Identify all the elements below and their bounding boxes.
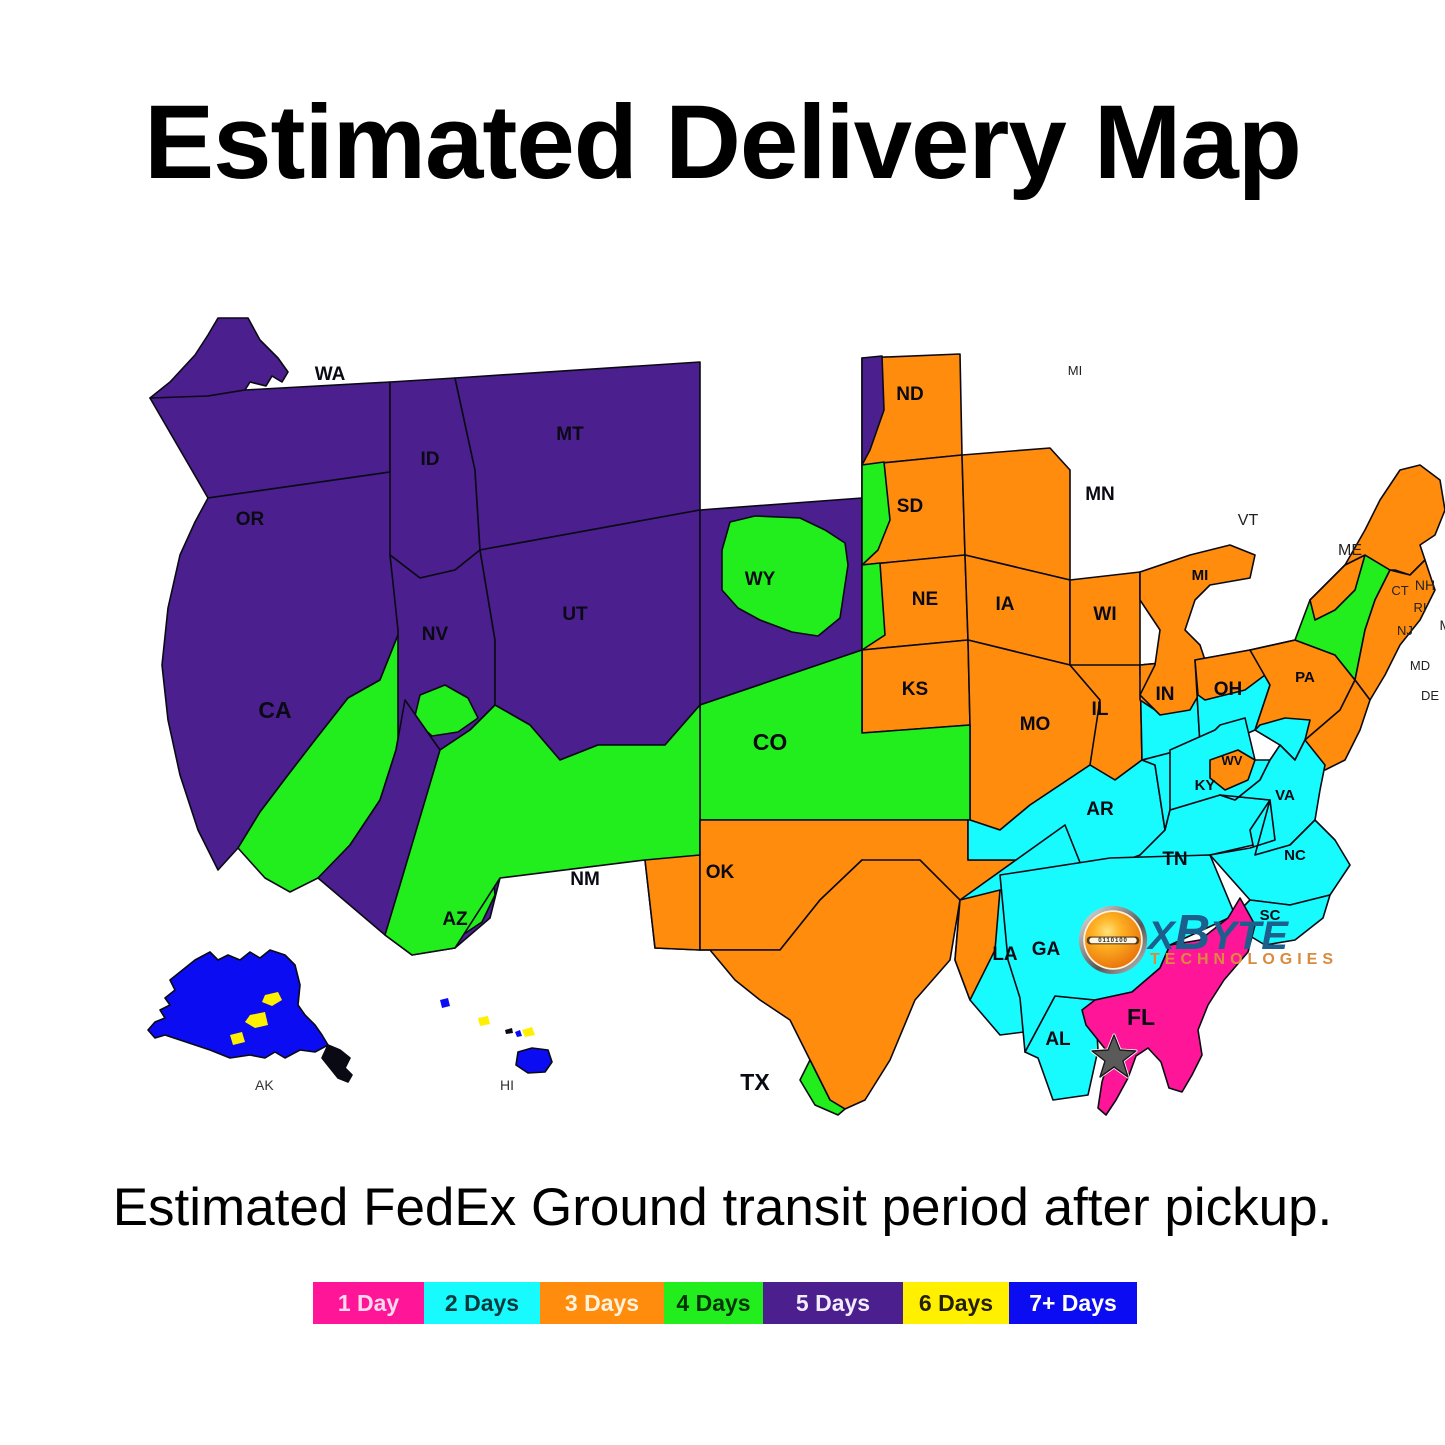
svg-text:AL: AL: [1045, 1029, 1071, 1050]
svg-text:IA: IA: [996, 594, 1015, 615]
svg-text:MI: MI: [1068, 363, 1082, 378]
svg-text:FL: FL: [1127, 1004, 1155, 1030]
svg-text:MT: MT: [556, 424, 584, 445]
svg-text:NC: NC: [1284, 847, 1306, 864]
svg-text:SD: SD: [897, 496, 923, 517]
svg-text:TN: TN: [1162, 849, 1187, 870]
svg-text:NM: NM: [570, 869, 600, 890]
svg-text:IL: IL: [1092, 699, 1109, 720]
svg-text:OH: OH: [1214, 679, 1243, 700]
svg-text:MN: MN: [1085, 484, 1115, 505]
svg-text:IN: IN: [1156, 684, 1175, 705]
svg-text:LA: LA: [992, 944, 1018, 965]
svg-text:KS: KS: [902, 679, 928, 700]
svg-text:PA: PA: [1295, 669, 1315, 686]
svg-text:NE: NE: [912, 589, 938, 610]
svg-text:0110100: 0110100: [1098, 937, 1128, 944]
svg-text:MD: MD: [1410, 658, 1430, 673]
svg-text:AZ: AZ: [442, 909, 468, 930]
svg-text:ID: ID: [421, 449, 440, 470]
svg-text:VT: VT: [1238, 512, 1259, 529]
svg-text:CO: CO: [753, 729, 788, 755]
svg-text:RI: RI: [1414, 600, 1427, 615]
svg-text:CT: CT: [1391, 583, 1408, 598]
svg-text:WA: WA: [315, 364, 346, 385]
svg-text:ME: ME: [1338, 542, 1362, 559]
svg-text:WY: WY: [745, 569, 776, 590]
svg-text:MA: MA: [1440, 617, 1445, 633]
svg-text:NJ: NJ: [1397, 623, 1413, 638]
svg-text:HI: HI: [500, 1077, 514, 1093]
svg-text:CA: CA: [258, 697, 291, 723]
svg-text:OR: OR: [236, 509, 265, 530]
svg-text:UT: UT: [562, 604, 588, 625]
svg-text:AK: AK: [255, 1077, 274, 1093]
svg-text:VA: VA: [1275, 787, 1295, 804]
svg-text:ND: ND: [896, 384, 923, 405]
svg-text:GA: GA: [1032, 939, 1061, 960]
svg-text:MI: MI: [1192, 567, 1209, 584]
svg-text:WI: WI: [1093, 604, 1116, 625]
svg-text:AR: AR: [1086, 799, 1114, 820]
svg-text:WV: WV: [1222, 753, 1243, 768]
svg-text:DE: DE: [1421, 688, 1439, 703]
svg-text:TX: TX: [740, 1069, 770, 1095]
svg-text:NH: NH: [1415, 577, 1435, 593]
svg-text:MO: MO: [1020, 714, 1051, 735]
svg-text:KY: KY: [1195, 777, 1216, 794]
svg-text:NV: NV: [422, 624, 449, 645]
svg-text:OK: OK: [706, 862, 735, 883]
